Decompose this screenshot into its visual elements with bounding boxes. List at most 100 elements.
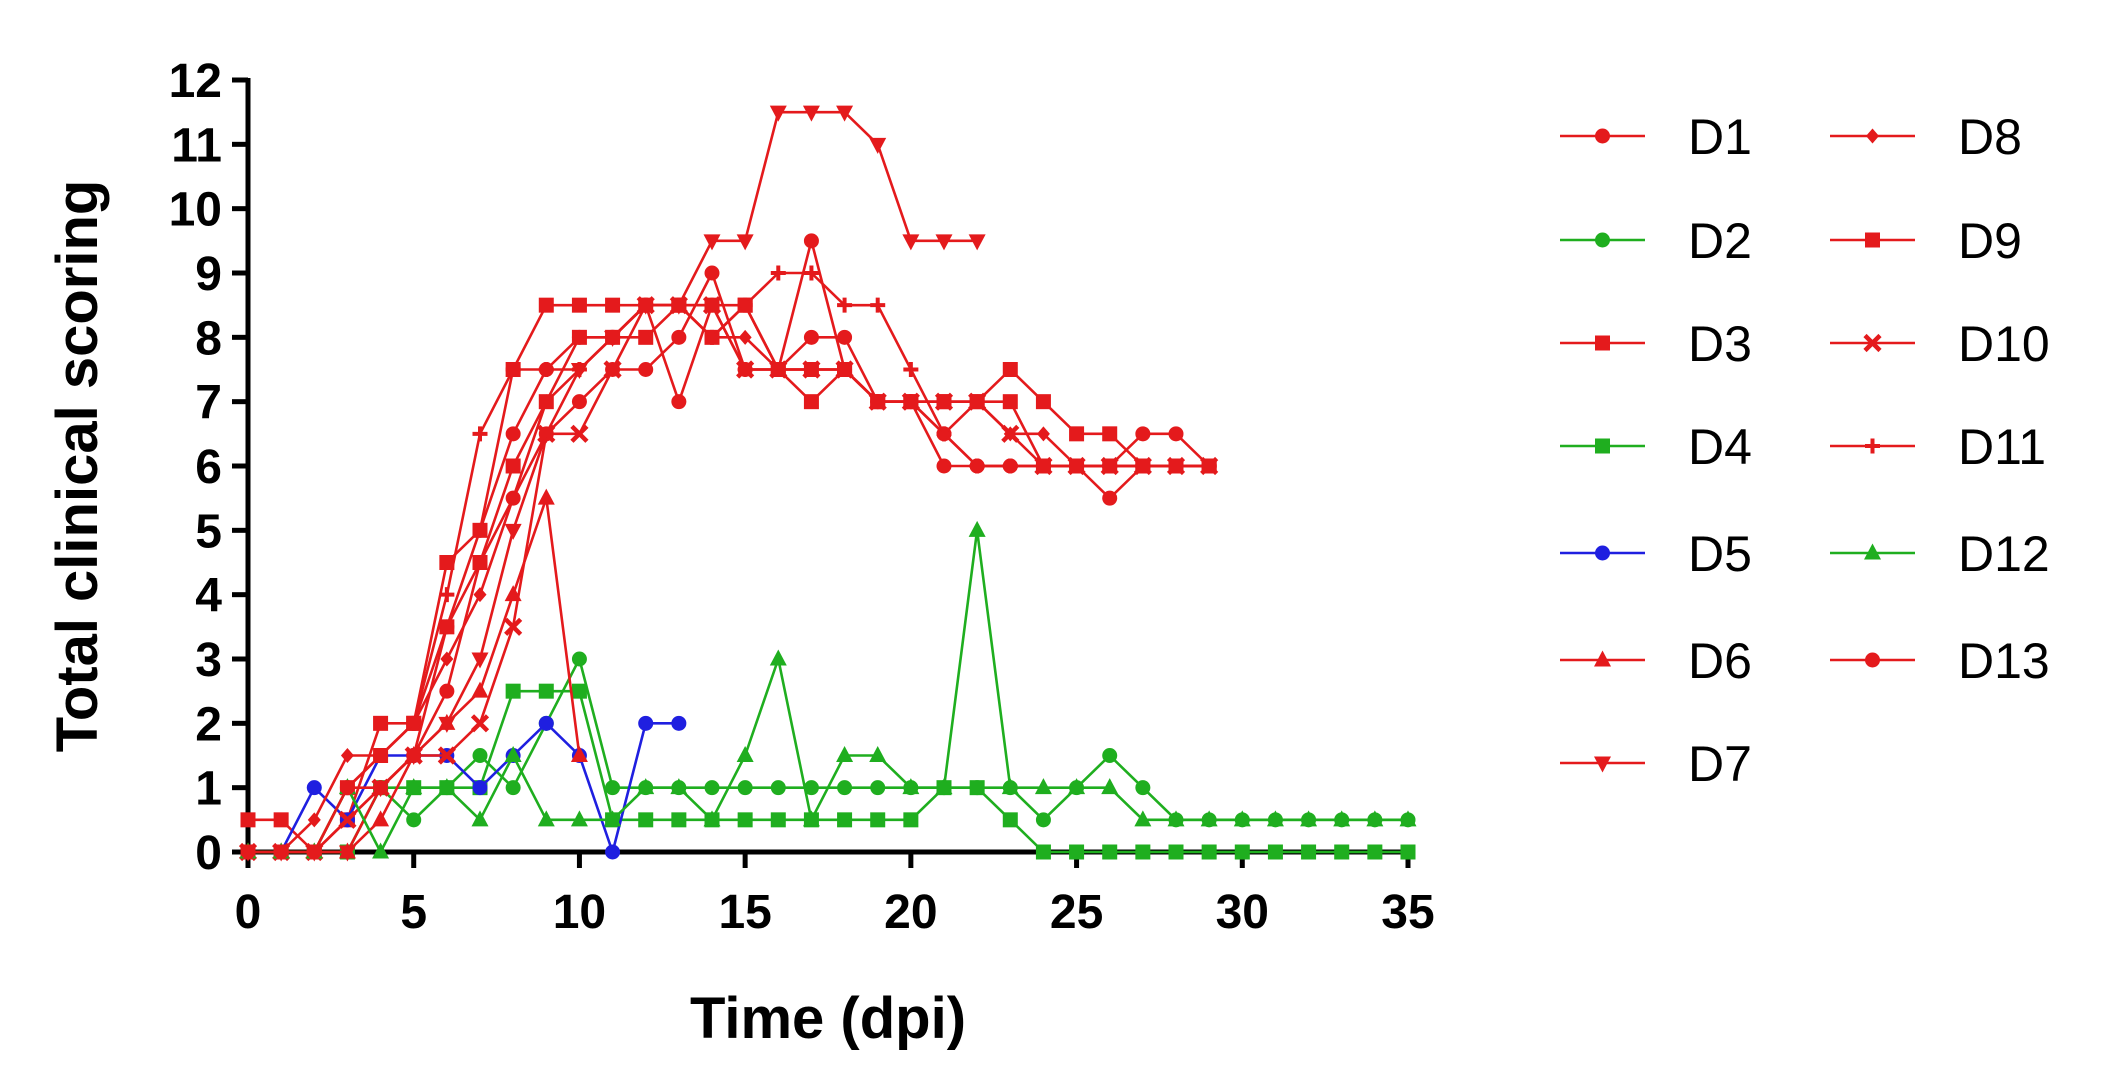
legend-label: D5 (1688, 526, 1752, 582)
data-point (1168, 458, 1184, 474)
data-point (671, 715, 687, 731)
data-point (737, 780, 753, 796)
data-point (1200, 810, 1218, 827)
data-point (470, 714, 490, 733)
y-tick-label: 1 (195, 763, 222, 816)
data-point (903, 362, 919, 377)
legend-marker (1594, 650, 1611, 667)
data-point (571, 329, 587, 345)
data-point (473, 587, 487, 603)
data-point (506, 490, 520, 506)
data-point (870, 812, 886, 828)
data-point (837, 362, 853, 377)
data-point (571, 362, 587, 377)
data-point (406, 748, 422, 763)
data-point (737, 297, 753, 313)
data-point (471, 810, 489, 827)
data-point (903, 394, 919, 410)
data-point (671, 394, 687, 410)
data-point (505, 362, 521, 377)
data-point (1233, 810, 1251, 827)
data-point (373, 748, 389, 763)
legend-marker (1595, 232, 1610, 248)
data-point (870, 394, 886, 410)
legend-label: D11 (1958, 419, 2046, 475)
x-axis-title: Time (dpi) (690, 986, 966, 1051)
data-point (538, 362, 554, 377)
data-point (736, 746, 754, 762)
data-point (372, 842, 390, 859)
data-point (538, 715, 554, 731)
data-point (1034, 778, 1052, 795)
data-point (570, 746, 588, 762)
data-point (703, 810, 721, 827)
data-point (472, 555, 488, 570)
data-point (1102, 748, 1118, 763)
data-point (306, 780, 322, 796)
x-tick-label: 35 (1381, 886, 1434, 939)
data-point (406, 715, 422, 731)
data-point (338, 810, 357, 829)
legend-label: D7 (1688, 736, 1752, 792)
data-point (1168, 426, 1184, 442)
data-point (605, 297, 621, 313)
legend-label: D10 (1958, 316, 2050, 372)
data-point (1366, 810, 1384, 827)
x-tick-label: 0 (235, 886, 262, 939)
data-point (338, 845, 356, 862)
data-point (1301, 844, 1317, 860)
legend-marker (1595, 335, 1610, 351)
data-point (704, 780, 720, 796)
data-point (1069, 426, 1085, 442)
x-tick-label: 15 (718, 886, 771, 939)
data-point (769, 105, 787, 122)
data-point (605, 780, 621, 796)
data-point (837, 780, 853, 796)
series-line (248, 496, 581, 854)
data-point (604, 810, 622, 827)
data-point (537, 810, 555, 827)
data-point (1001, 424, 1020, 443)
data-point (902, 234, 920, 251)
series-line (248, 303, 1210, 854)
data-point (802, 360, 821, 379)
data-point (638, 297, 654, 313)
data-point (373, 780, 389, 796)
data-point (969, 458, 985, 474)
data-point (671, 297, 687, 313)
y-tick-label: 0 (195, 827, 222, 880)
data-point (472, 780, 488, 796)
legend-marker (1595, 128, 1610, 144)
data-point (570, 810, 588, 827)
data-point (1135, 780, 1151, 796)
data-point (307, 812, 321, 828)
data-point (638, 715, 654, 731)
data-point (1334, 844, 1350, 860)
legend-label: D3 (1688, 316, 1752, 372)
data-point (504, 617, 523, 636)
data-point (1102, 458, 1118, 474)
series-d1 (240, 265, 1217, 860)
series-line (248, 271, 1210, 854)
data-point (671, 329, 687, 345)
series-line (248, 303, 1210, 854)
data-point (1002, 458, 1018, 474)
series-d7 (239, 105, 986, 862)
data-point (1168, 844, 1184, 860)
data-point (671, 812, 687, 828)
legend-label: D6 (1688, 633, 1752, 689)
data-point (439, 555, 455, 570)
data-point (770, 780, 786, 796)
legend-item-d10: D10 (1830, 316, 2050, 372)
x-tick-label: 25 (1050, 886, 1103, 939)
data-point (704, 297, 720, 313)
data-point (1266, 810, 1284, 827)
data-point (770, 812, 786, 828)
series-d9 (240, 297, 1217, 860)
y-tick-label: 12 (169, 55, 222, 108)
legend-item-d8: D8 (1830, 109, 2022, 165)
legend-label: D8 (1958, 109, 2022, 165)
data-point (340, 748, 354, 763)
data-point (935, 778, 953, 795)
